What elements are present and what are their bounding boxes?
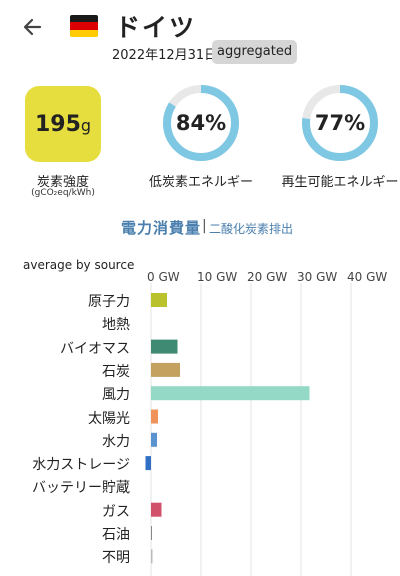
- source-label: 太陽光: [88, 410, 130, 427]
- source-label: バッテリー貯蔵: [32, 480, 130, 497]
- x-tick-label: 0 GW: [147, 270, 180, 284]
- x-tick-label: 20 GW: [247, 270, 288, 284]
- carbon-intensity-value: 195g: [34, 111, 92, 137]
- source-bar[interactable]: [151, 526, 152, 540]
- chart-section-label: average by source: [23, 258, 135, 272]
- source-label: 原子力: [88, 294, 130, 310]
- source-bar[interactable]: [151, 549, 153, 564]
- source-label: 不明: [102, 550, 130, 567]
- zone-title: ドイツ: [115, 13, 197, 42]
- tab-separator: |: [202, 218, 207, 234]
- source-label: 石油: [102, 527, 130, 543]
- aggregated-badge: aggregated: [212, 40, 298, 64]
- carbon-intensity-box: 195g: [25, 86, 101, 162]
- back-arrow-icon[interactable]: [18, 12, 48, 42]
- source-label: 風力: [102, 387, 130, 404]
- source-label: バイオマス: [60, 340, 130, 357]
- source-label: 地熱: [102, 317, 130, 334]
- renewable-percent: 77%: [314, 111, 366, 135]
- x-tick-label: 40 GW: [347, 270, 388, 284]
- carbon-intensity-label: 炭素強度: [36, 175, 89, 190]
- source-bar[interactable]: [151, 293, 167, 307]
- source-bar[interactable]: [151, 432, 157, 447]
- source-bar[interactable]: [151, 386, 310, 401]
- source-bar[interactable]: [151, 502, 162, 517]
- source-label: 水力ストレージ: [32, 457, 130, 474]
- germany-flag-icon: [70, 15, 98, 37]
- low-carbon-percent: 84%: [175, 111, 227, 135]
- low-carbon-gauge: 84%: [163, 85, 239, 165]
- date-label[interactable]: 2022年12月31日: [112, 48, 218, 63]
- low-carbon-label: 低炭素エネルギー: [148, 175, 253, 190]
- tab-electricity-consumption[interactable]: 電力消費量: [121, 219, 202, 237]
- source-bar[interactable]: [151, 362, 180, 377]
- tab-co2-emissions[interactable]: 二酸化炭素排出: [209, 222, 294, 236]
- source-bar[interactable]: [145, 456, 152, 471]
- source-label: 石炭: [102, 363, 130, 380]
- source-bar[interactable]: [151, 409, 158, 424]
- x-tick-label: 30 GW: [297, 270, 338, 284]
- source-bar[interactable]: [151, 339, 178, 354]
- source-label: 水力: [102, 433, 130, 450]
- carbon-intensity-unit-label: (gCO₂eq/kWh): [31, 188, 95, 198]
- x-tick-label: 10 GW: [197, 270, 238, 284]
- renewable-label: 再生可能エネルギー: [281, 175, 399, 190]
- source-label: ガス: [102, 503, 130, 520]
- renewable-gauge: 77%: [302, 85, 378, 165]
- source-bar-chart: [145, 283, 352, 576]
